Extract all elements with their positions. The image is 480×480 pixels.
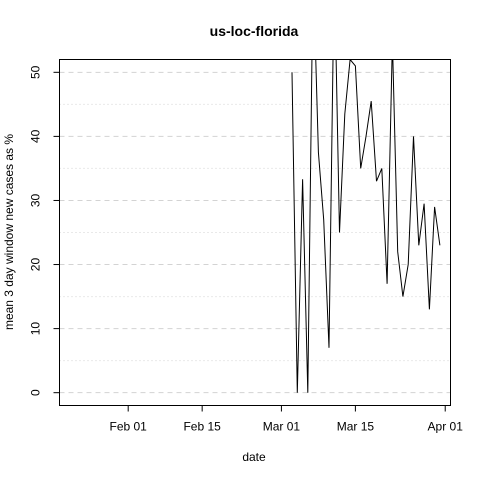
series-line (291, 59, 441, 393)
plot-frame (59, 59, 451, 406)
x-tick-label: Feb 15 (183, 420, 221, 434)
y-tick-label: 20 (29, 258, 43, 272)
chart-title: us-loc-florida (210, 23, 299, 39)
x-tick-label: Mar 01 (263, 420, 301, 434)
y-tick-label: 50 (29, 65, 43, 79)
y-tick-label: 10 (29, 322, 43, 336)
y-tick-label: 30 (29, 193, 43, 207)
x-axis-label: date (242, 450, 266, 464)
y-axis-label: mean 3 day window new cases as % (2, 134, 16, 330)
x-tick-label: Mar 15 (337, 420, 375, 434)
y-tick-label: 0 (29, 389, 43, 396)
x-tick-label: Feb 01 (110, 420, 148, 434)
x-axis: Feb 01 Feb 15 Mar 01 Mar 15 Apr 01 (110, 405, 464, 434)
y-axis: 0 10 20 30 40 50 (29, 65, 60, 396)
y-tick-label: 40 (29, 129, 43, 143)
grid (59, 71, 451, 394)
series-group (291, 59, 441, 393)
x-tick-label: Apr 01 (428, 420, 464, 434)
